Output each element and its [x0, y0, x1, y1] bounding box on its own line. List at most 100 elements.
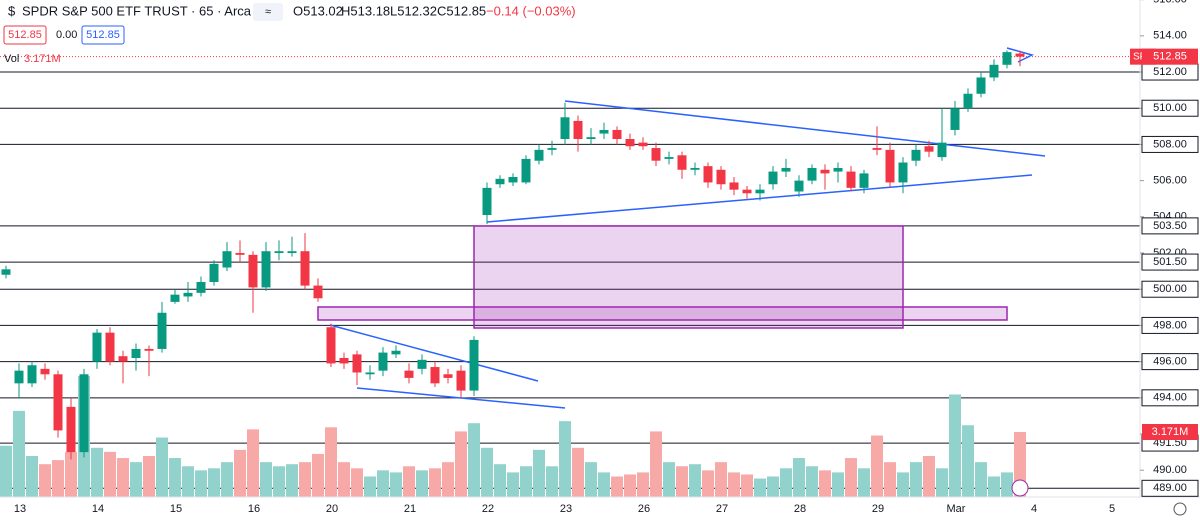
- candle-body: [677, 155, 687, 170]
- volume-bar: [169, 458, 181, 497]
- volume-bar: [598, 472, 610, 497]
- candle-body: [157, 312, 167, 349]
- volume-bar: [468, 423, 480, 497]
- level-label: 489.00: [1153, 482, 1187, 494]
- volume-bar: [351, 468, 363, 497]
- candle-body: [937, 142, 947, 158]
- ask-box[interactable]: [81, 25, 125, 45]
- volume-bar: [117, 458, 129, 497]
- level-label-box: [1141, 253, 1199, 271]
- volume-bar: [481, 447, 493, 497]
- volume-bar: [364, 476, 376, 497]
- candle-body: [625, 139, 635, 147]
- compare-button[interactable]: [253, 3, 283, 21]
- volume-bar: [585, 462, 597, 497]
- x-tick-label: 13: [14, 503, 26, 515]
- volume-bar: [819, 470, 831, 497]
- level-label-box: [1141, 217, 1199, 235]
- candle-body: [859, 173, 869, 188]
- ohlc-close: C512.85: [437, 3, 486, 18]
- volume-bar: [975, 462, 987, 497]
- y-tick-label: 514.00: [1153, 30, 1187, 42]
- candle-body: [482, 187, 492, 216]
- candle-body: [326, 327, 336, 364]
- candle-body: [274, 251, 284, 254]
- x-tick-label: 4: [1031, 503, 1037, 515]
- x-tick-label: 5: [1109, 503, 1115, 515]
- x-tick-label: 27: [716, 503, 728, 515]
- candle-body: [664, 157, 674, 159]
- settings-icon[interactable]: [1173, 502, 1187, 516]
- trend-line: [329, 324, 539, 382]
- volume-bar: [715, 462, 727, 497]
- volume-bar: [624, 474, 636, 497]
- volume-bar: [338, 462, 350, 497]
- y-tick-label: 506.00: [1153, 175, 1187, 187]
- candle-body: [261, 251, 271, 288]
- volume-bar: [858, 468, 870, 497]
- bid-box[interactable]: [3, 25, 47, 45]
- candle-body: [963, 93, 973, 109]
- candle-body: [807, 167, 817, 181]
- volume-bar: [897, 472, 909, 497]
- volume-bar: [390, 472, 402, 497]
- candle-body: [794, 180, 804, 192]
- volume-bar: [143, 456, 155, 497]
- volume-tag-label: 3.171M: [1152, 426, 1189, 438]
- volume-bar: [0, 445, 12, 497]
- candle-body: [40, 368, 50, 375]
- x-tick-label: 16: [248, 503, 260, 515]
- trend-line: [356, 387, 566, 409]
- volume-bar: [26, 456, 38, 497]
- volume-bar: [182, 466, 194, 497]
- level-label: 510.00: [1153, 102, 1187, 114]
- vol-label: Vol: [4, 53, 19, 65]
- candle-body: [92, 332, 102, 362]
- price-tag-label: 512.85: [1153, 51, 1187, 63]
- volume-bar: [780, 468, 792, 497]
- volume-bar: [507, 472, 519, 497]
- level-label: 496.00: [1153, 356, 1187, 368]
- candle-body: [560, 117, 570, 140]
- candle-body: [118, 356, 128, 362]
- candle-body: [248, 254, 258, 288]
- ohlc-open: O513.02: [293, 3, 343, 18]
- candle-body: [976, 77, 986, 94]
- candle-body: [820, 169, 830, 174]
- volume-bar: [806, 466, 818, 497]
- level-label: 503.50: [1153, 220, 1187, 232]
- volume-bar: [988, 476, 1000, 497]
- symbol-icon: $: [8, 3, 16, 18]
- candle-body: [443, 374, 453, 378]
- volume-bar: [949, 394, 961, 497]
- candle-body: [391, 350, 401, 355]
- candle-body: [742, 189, 752, 194]
- candle-body: [950, 108, 960, 130]
- volume-bar: [325, 427, 337, 497]
- candle-body: [287, 251, 297, 254]
- candle-body: [66, 406, 76, 453]
- volume-bar: [871, 435, 883, 497]
- volume-bar: [962, 425, 974, 497]
- volume-bar: [910, 462, 922, 497]
- volume-bar: [260, 462, 272, 497]
- candle-body: [183, 292, 193, 297]
- candle-body: [27, 365, 37, 384]
- volume-bar: [91, 447, 103, 497]
- candle-body: [781, 167, 791, 172]
- volume-bar: [832, 472, 844, 497]
- candle-body: [105, 332, 115, 362]
- candle-body: [131, 348, 141, 358]
- candle-body: [729, 182, 739, 190]
- volume-bar: [13, 410, 25, 497]
- candle-body: [235, 253, 245, 255]
- candle-body: [612, 129, 622, 140]
- candle-body: [586, 137, 596, 140]
- candle-body: [599, 129, 609, 134]
- x-tick-label: 26: [638, 503, 650, 515]
- level-label-box: [1141, 135, 1199, 153]
- volume-bar: [520, 466, 532, 497]
- axis-layer: 490.00492.00494.00496.00498.00500.00502.…: [14, 0, 1199, 515]
- symbol-title: SPDR S&P 500 ETF TRUST · 65 · Arca: [22, 3, 252, 18]
